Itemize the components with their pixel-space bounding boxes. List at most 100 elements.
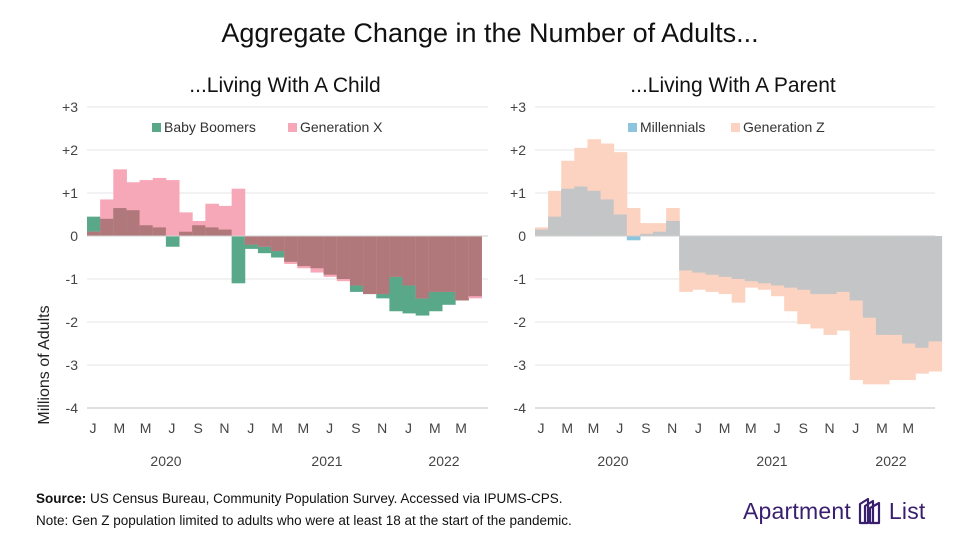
right-chart-subtitle: ...Living With A Parent — [630, 74, 836, 97]
overlap-bar — [757, 236, 772, 284]
x-tick-label: J — [616, 420, 623, 436]
x-tick-label: N — [377, 420, 387, 436]
y-tick-label: +2 — [510, 142, 526, 158]
year-label: 2022 — [428, 453, 459, 469]
overlap-bar — [441, 236, 456, 292]
overlap-bar — [152, 227, 167, 236]
overlap-bar — [653, 231, 667, 236]
overlap-bar — [797, 236, 811, 290]
overlap-bar — [323, 236, 338, 275]
y-tick-label: -4 — [514, 400, 527, 416]
generation-x-bar — [218, 205, 233, 236]
overlap-bar — [915, 236, 929, 348]
x-tick-label: J — [852, 420, 859, 436]
source-label: Source: — [36, 491, 87, 506]
x-tick-label: J — [90, 420, 97, 436]
y-tick-label: -1 — [514, 271, 527, 287]
x-tick-label: M — [113, 420, 125, 436]
year-label: 2021 — [311, 453, 342, 469]
overlap-bar — [548, 216, 562, 236]
footnote: Note: Gen Z population limited to adults… — [36, 513, 572, 528]
overlap-bar — [613, 214, 628, 236]
overlap-bar — [875, 236, 890, 335]
chart-title: Aggregate Change in the Number of Adults… — [221, 18, 759, 48]
x-tick-label: M — [429, 420, 441, 436]
overlap-bar — [205, 227, 219, 236]
overlap-bar — [928, 236, 943, 342]
logo-word-apartment: Apartment — [743, 497, 851, 524]
generation-z-bar — [626, 208, 641, 236]
overlap-bar — [455, 236, 469, 301]
x-tick-label: M — [588, 420, 600, 436]
overlap-bar — [771, 236, 785, 286]
x-tick-label: N — [219, 420, 229, 436]
overlap-bar — [666, 220, 680, 236]
overlap-bar — [271, 236, 285, 252]
overlap-bar — [574, 186, 588, 236]
baby-boomers-bar — [165, 236, 180, 247]
overlap-bar — [376, 236, 390, 295]
overlap-bar — [810, 236, 825, 295]
y-tick-label: -1 — [66, 271, 79, 287]
y-tick-label: -2 — [514, 314, 527, 330]
generation-z-bar — [639, 223, 654, 236]
legend-swatch — [731, 123, 740, 132]
x-tick-label: M — [719, 420, 731, 436]
x-tick-label: M — [140, 420, 152, 436]
overlap-bar — [849, 236, 864, 301]
y-tick-label: 0 — [70, 228, 78, 244]
x-tick-label: S — [799, 420, 808, 436]
year-label: 2021 — [756, 453, 787, 469]
overlap-bar — [744, 236, 759, 282]
x-tick-label: J — [538, 420, 545, 436]
x-tick-label: J — [405, 420, 412, 436]
overlap-bar — [192, 225, 206, 236]
legend-label: Baby Boomers — [164, 119, 256, 135]
x-tick-label: M — [561, 420, 573, 436]
overlap-bar — [310, 236, 325, 269]
y-tick-label: +3 — [510, 99, 526, 115]
overlap-bar — [402, 236, 417, 286]
source-text: US Census Bureau, Community Population S… — [86, 491, 563, 506]
overlap-bar — [731, 236, 746, 279]
legend-swatch — [628, 123, 637, 132]
overlap-bar — [218, 229, 233, 236]
year-label: 2022 — [875, 453, 906, 469]
y-tick-label: -3 — [66, 357, 79, 373]
overlap-bar — [718, 236, 733, 277]
source-note: Source: US Census Bureau, Community Popu… — [36, 491, 562, 506]
y-tick-label: +1 — [62, 185, 78, 201]
overlap-bar — [179, 231, 193, 236]
left-chart-subtitle: ...Living With A Child — [189, 74, 381, 97]
y-tick-label: +2 — [62, 142, 78, 158]
x-tick-label: M — [902, 420, 914, 436]
overlap-bar — [639, 233, 654, 236]
x-tick-label: M — [298, 420, 310, 436]
overlap-bar — [87, 231, 101, 236]
x-tick-label: M — [876, 420, 888, 436]
logo-word-list: List — [888, 497, 926, 524]
millennials-bar — [626, 236, 641, 241]
overlap-bar — [126, 210, 141, 236]
generation-x-bar — [179, 212, 193, 236]
overlap-bar — [257, 236, 272, 247]
y-tick-label: 0 — [518, 228, 526, 244]
legend-swatch — [288, 123, 297, 132]
x-tick-label: J — [326, 420, 333, 436]
x-tick-label: J — [168, 420, 175, 436]
overlap-bar — [561, 188, 575, 236]
baby-boomers-bar — [87, 216, 101, 236]
overlap-bar — [415, 236, 430, 299]
overlap-bar — [600, 199, 615, 236]
y-tick-label: -3 — [514, 357, 527, 373]
overlap-bar — [284, 236, 298, 262]
overlap-bar — [336, 236, 351, 279]
apartment-list-logo: Apartment List — [743, 494, 926, 528]
overlap-bar — [113, 208, 127, 236]
x-tick-label: J — [695, 420, 702, 436]
x-tick-label: M — [455, 420, 467, 436]
y-tick-label: -4 — [66, 400, 79, 416]
overlap-bar — [902, 236, 916, 344]
overlap-bar — [244, 236, 259, 245]
x-tick-label: N — [667, 420, 677, 436]
